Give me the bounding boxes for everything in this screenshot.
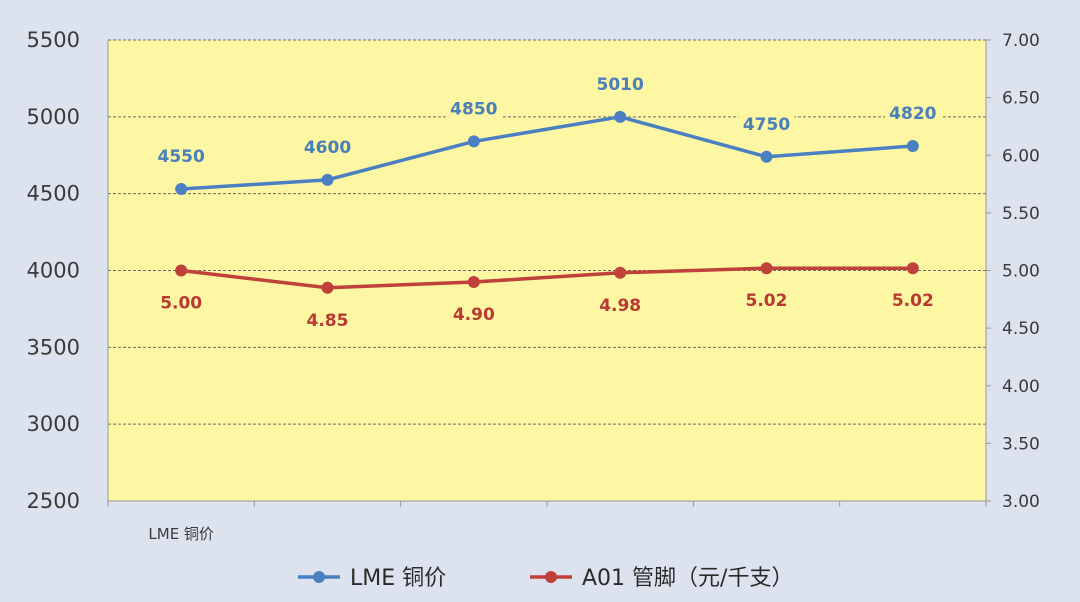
series-layer: 4550 4600 4850 5010 4750 4820 5.00 4.85 4.90 4.98…: [153, 73, 941, 331]
right-tick-label: 5.50: [1002, 204, 1040, 224]
data-label: 4550: [158, 147, 205, 167]
data-label: 5.02: [746, 291, 788, 311]
legend-label: A01 管脚（元/千支）: [582, 566, 793, 591]
left-tick-label: 3000: [27, 412, 80, 436]
data-label-bg: [738, 113, 795, 136]
left-tick-label: 4000: [27, 259, 80, 283]
category-label: LME 铜价: [148, 525, 214, 543]
data-label: 4.90: [453, 305, 495, 325]
data-label: 4.98: [599, 296, 641, 316]
right-y-axis-ticks: 3.00 3.50 4.00 4.50 5.00 5.50 6.00 6.50 7.00: [986, 31, 1040, 512]
right-tick-label: 3.00: [1002, 492, 1040, 512]
data-point: [614, 110, 627, 123]
right-tick-label: 6.50: [1002, 89, 1040, 109]
legend-swatch-marker: [545, 571, 557, 583]
data-point: [467, 276, 480, 289]
series-line: [181, 115, 913, 191]
left-tick-label: 4500: [27, 182, 80, 206]
data-label-bg: [884, 103, 941, 126]
right-tick-label: 7.00: [1002, 31, 1040, 51]
data-label: 5010: [597, 75, 644, 95]
data-label: 5.02: [892, 291, 934, 311]
data-point: [760, 150, 773, 163]
data-point: [467, 135, 480, 148]
data-label-bg: [592, 73, 649, 96]
right-tick-label: 4.50: [1002, 319, 1040, 339]
data-label: 5.00: [160, 294, 202, 314]
data-label: 4.85: [307, 311, 349, 331]
grid-lines: [108, 39, 986, 425]
x-axis-ticks: LME 铜价: [107, 501, 987, 543]
right-tick-label: 6.00: [1002, 146, 1040, 166]
data-point: [175, 264, 188, 277]
data-label-bg: [153, 146, 210, 169]
left-y-axis-ticks: 2500 3000 3500 4000 4500 5000 5500: [27, 28, 80, 513]
data-point: [760, 262, 773, 275]
data-label: 4850: [450, 99, 497, 119]
data-label-bg: [445, 98, 502, 121]
legend-swatch-marker: [313, 571, 325, 583]
left-tick-label: 3500: [27, 335, 80, 359]
data-point: [175, 183, 188, 196]
data-label: 4600: [304, 138, 351, 158]
data-point: [321, 173, 334, 186]
legend-label: LME 铜价: [350, 566, 446, 591]
data-point: [906, 140, 919, 153]
data-label: 4820: [889, 104, 936, 124]
right-tick-label: 4.00: [1002, 377, 1040, 397]
right-tick-label: 5.00: [1002, 262, 1040, 282]
data-point: [614, 266, 627, 279]
data-label-bg: [299, 136, 356, 159]
data-point: [906, 262, 919, 275]
data-point: [321, 281, 334, 294]
left-tick-label: 5500: [27, 28, 80, 52]
legend: LME 铜价 A01 管脚（元/千支）: [298, 566, 793, 591]
left-tick-label: 5000: [27, 105, 80, 129]
data-label: 4750: [743, 115, 790, 135]
right-tick-label: 3.50: [1002, 434, 1040, 454]
left-tick-label: 2500: [27, 489, 80, 513]
series-line: [180, 266, 913, 290]
